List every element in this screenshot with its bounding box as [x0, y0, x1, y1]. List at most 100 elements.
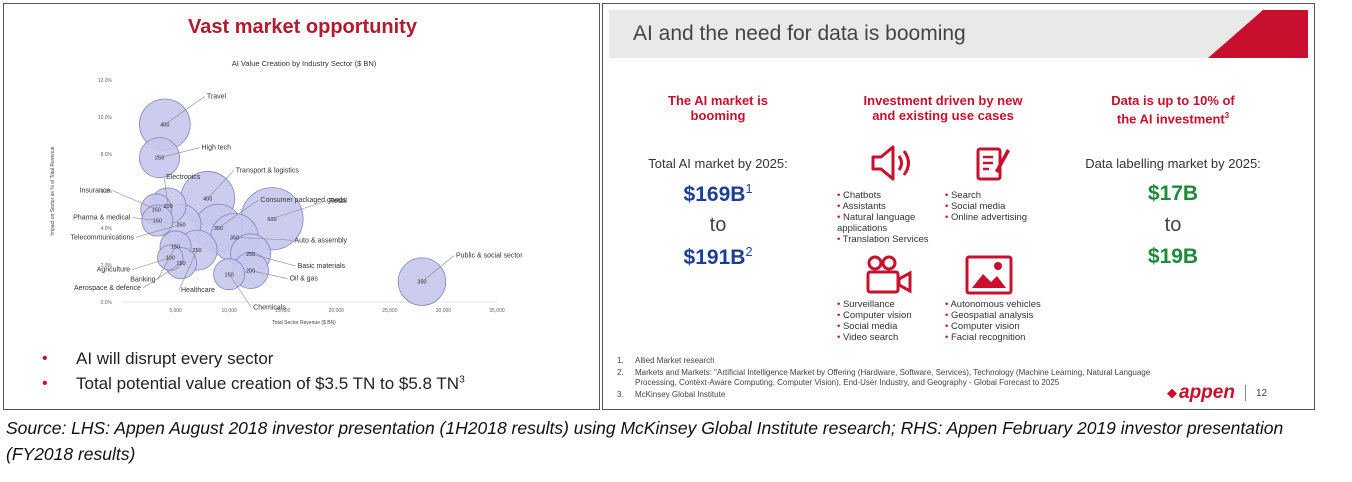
- category-label: Auto & assembly: [295, 237, 348, 244]
- bullet-dot: •: [42, 349, 48, 367]
- category-label: Retail: [329, 198, 347, 205]
- leader-line: [135, 224, 182, 238]
- footnote: 1. Allied Market research: [617, 356, 715, 365]
- to-label: to: [709, 214, 727, 236]
- bullet-item: • Total potential value creation of $3.5…: [42, 371, 465, 396]
- footnote: 3. McKinsey Global Institute: [617, 390, 726, 399]
- x-tick-label: 25,000: [382, 308, 398, 314]
- x-tick-label: 30,000: [436, 308, 452, 314]
- data-market-low: $17B: [1147, 182, 1199, 205]
- use-case-list-search: SearchSocial mediaOnline advertising: [945, 190, 1055, 223]
- data-labelling-label: Data labelling market by 2025:: [1085, 156, 1261, 171]
- leader-line: [142, 262, 182, 289]
- header-accent-shape: [1208, 10, 1308, 58]
- y-tick-label: 4.0%: [101, 226, 113, 232]
- slide-header: AI and the need for data is booming: [609, 10, 1308, 58]
- bubble-value-label: 250: [176, 222, 185, 228]
- leader-line: [218, 199, 259, 229]
- leader-line: [163, 176, 169, 206]
- leader-line: [234, 236, 293, 241]
- column-heading-ai-market: The AI market is booming: [668, 93, 768, 123]
- bubble-value-label: 150: [152, 208, 161, 214]
- page-number: 12: [1255, 387, 1268, 399]
- to-label: to: [1164, 214, 1182, 236]
- x-tick-label: 35,000: [489, 308, 505, 314]
- bubble-value-label: 200: [246, 269, 255, 275]
- ai-market-high: $191B2: [683, 245, 753, 269]
- bullet-list: • AI will disrupt every sector • Total p…: [42, 346, 465, 396]
- leader-line: [157, 246, 176, 280]
- right-slide: AI and the need for data is booming The …: [602, 3, 1315, 410]
- y-tick-label: 2.0%: [101, 263, 113, 269]
- use-case-list-speech: ChatbotsAssistantsNatural language appli…: [837, 190, 937, 245]
- category-label: Aerospace & defence: [74, 285, 141, 292]
- y-axis-label: Impact on Sector as % of Total Revenue: [50, 146, 56, 235]
- bubble-value-label: 250: [155, 156, 164, 162]
- bubble-value-label: 150: [153, 219, 162, 225]
- bubble-value-label: 350: [230, 235, 239, 241]
- bubble-value-label: 600: [267, 217, 276, 223]
- ai-market-low: $169B1: [683, 182, 753, 206]
- category-label: Chemicals: [253, 304, 286, 311]
- category-label: Insurance: [80, 188, 111, 195]
- bubble-value-label: 250: [192, 248, 201, 254]
- bullet-dot: •: [42, 374, 48, 392]
- bubble-value-label: 350: [417, 280, 426, 286]
- leader-line: [271, 200, 328, 220]
- image-icon: [965, 255, 1013, 295]
- category-label: Oil & gas: [290, 276, 319, 283]
- use-case-list-image: Autonomous vehiclesGeospatial analysisCo…: [945, 299, 1065, 343]
- video-camera-icon: [866, 255, 912, 294]
- category-label: Public & social sector: [456, 253, 523, 260]
- bubble-value-label: 150: [225, 272, 234, 278]
- bullet-text: Total potential value creation of $3.5 T…: [76, 373, 465, 393]
- bullet-item: • AI will disrupt every sector: [42, 346, 465, 371]
- slide-title: Vast market opportunity: [188, 16, 417, 38]
- leader-line: [132, 257, 171, 270]
- leader-line: [421, 255, 455, 282]
- x-tick-label: 10,000: [221, 308, 237, 314]
- y-tick-label: 12.0%: [98, 78, 113, 84]
- category-label: High tech: [202, 145, 232, 152]
- bubble-value-label: 150: [171, 245, 180, 251]
- bullet-text: AI will disrupt every sector: [76, 348, 274, 368]
- y-tick-label: 10.0%: [98, 115, 113, 121]
- left-slide: Vast market opportunity AI Value Creatio…: [3, 3, 600, 410]
- leader-line: [112, 190, 157, 210]
- category-label: Agriculture: [97, 267, 131, 274]
- category-label: Transport & logistics: [236, 167, 300, 174]
- category-label: Electronics: [166, 174, 201, 181]
- leader-line: [164, 96, 206, 125]
- leader-line: [207, 170, 234, 199]
- leader-line: [250, 270, 288, 279]
- slide-title: AI and the need for data is booming: [633, 22, 966, 45]
- category-label: Telecommunications: [71, 234, 135, 241]
- leader-line: [178, 250, 198, 291]
- bubble-chart: AI Value Creation by Industry Sector ($ …: [50, 59, 523, 326]
- y-tick-label: 0.0%: [101, 300, 113, 306]
- footnotes: 1. Allied Market research 2. Markets and M…: [617, 356, 1177, 400]
- bubble-value-label: 250: [246, 252, 255, 258]
- y-tick-label: 6.0%: [101, 189, 113, 195]
- logo-diamond-icon: ◆: [1167, 385, 1177, 400]
- category-label: Travel: [207, 93, 227, 100]
- category-label: Basic materials: [298, 263, 346, 270]
- bubble-value-label: 100: [166, 256, 175, 262]
- source-caption: Source: LHS: Appen August 2018 investor …: [6, 418, 1284, 464]
- category-label: Healthcare: [181, 287, 215, 294]
- document-edit-icon: [976, 147, 1010, 181]
- bubble-value-label: 350: [214, 226, 223, 232]
- x-axis-label: Total Sector Revenue ($ BN): [272, 320, 336, 326]
- leader-line: [250, 253, 296, 267]
- column-heading-investment: Investment driven by new and existing use…: [863, 93, 1023, 123]
- x-tick-label: 20,000: [329, 308, 345, 314]
- leader-line: [228, 274, 252, 308]
- leader-line: [159, 147, 200, 158]
- speaker-icon: [871, 145, 910, 181]
- bubble-value-label: 200: [163, 204, 172, 210]
- x-tick-label: 15,000: [275, 308, 291, 314]
- column-heading-data: Data is up to 10% of the AI investment3: [1111, 93, 1235, 127]
- y-tick-label: 8.0%: [101, 152, 113, 158]
- divider: [1244, 385, 1246, 401]
- category-label: Banking: [130, 277, 155, 284]
